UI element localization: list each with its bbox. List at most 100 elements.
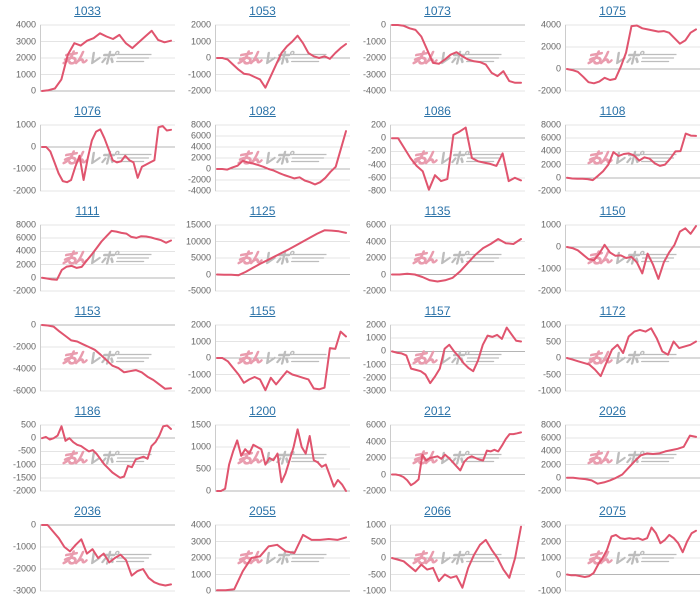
line-series xyxy=(566,132,697,182)
chart-title-link[interactable]: 2055 xyxy=(249,504,276,518)
chart-area: 6000 4000 2000 0 -2000 xyxy=(350,418,525,500)
chart-title-link[interactable]: 1075 xyxy=(599,4,626,18)
chart-title-link[interactable]: 1073 xyxy=(424,4,451,18)
chart-title-row: 1082 xyxy=(175,100,350,118)
y-tick-label: 0 xyxy=(30,519,36,530)
chart-title-link[interactable]: 2066 xyxy=(424,504,451,518)
y-tick-label: 8000 xyxy=(15,219,36,230)
y-tick-label: 2000 xyxy=(365,452,386,463)
y-tick-label: 6000 xyxy=(365,219,386,230)
chart-title-row: 1172 xyxy=(525,300,700,318)
y-tick-label: 1000 xyxy=(540,219,561,230)
y-tick-label: -2000 xyxy=(537,485,561,496)
chart-title-link[interactable]: 1082 xyxy=(249,104,276,118)
y-tick-label: 6000 xyxy=(540,432,561,443)
chart-title-link[interactable]: 1157 xyxy=(424,304,451,318)
chart-title-link[interactable]: 1111 xyxy=(75,204,100,218)
line-series xyxy=(566,526,697,578)
chart-title-link[interactable]: 1086 xyxy=(424,104,451,118)
chart-title-row: 1073 xyxy=(350,0,525,18)
line-series xyxy=(391,326,522,385)
y-tick-label: -1500 xyxy=(12,472,36,483)
y-tick-label: -1000 xyxy=(362,36,386,46)
chart-area: 500 0 -500 -1000 -1500 -2000 xyxy=(0,418,175,500)
chart-title-link[interactable]: 1172 xyxy=(599,304,626,318)
y-tick-label: 0 xyxy=(380,345,386,356)
y-tick-label: -3000 xyxy=(362,69,386,79)
chart-title-link[interactable]: 1108 xyxy=(599,104,626,118)
chart-title-row: 1157 xyxy=(350,300,525,318)
y-axis-labels: 1000 500 0 -500 -1000 xyxy=(350,518,390,600)
y-tick-label: 0 xyxy=(555,241,561,252)
y-tick-label: -1000 xyxy=(187,369,211,379)
chart-title-link[interactable]: 1200 xyxy=(249,404,276,418)
y-tick-label: 1000 xyxy=(190,336,211,346)
chart-title-link[interactable]: 1125 xyxy=(249,204,276,218)
y-tick-label: 0 xyxy=(30,319,36,330)
y-tick-label: 2000 xyxy=(540,459,561,470)
y-axis-labels: 3000 2000 1000 0 -1000 xyxy=(525,518,565,600)
y-tick-label: 1000 xyxy=(190,441,211,452)
line-series xyxy=(41,324,172,390)
line-series xyxy=(391,525,522,589)
chart-plot xyxy=(565,524,700,592)
y-axis-labels: 1000 500 0 -500 -1000 xyxy=(525,318,565,400)
chart-title-link[interactable]: 1153 xyxy=(74,304,101,318)
y-tick-label: -2000 xyxy=(187,385,211,396)
y-tick-label: 2000 xyxy=(190,319,211,330)
y-tick-label: 0 xyxy=(205,269,211,279)
chart-cell: 1086 200 0 -200 -400 -600 -800 xyxy=(350,100,525,200)
chart-area: 8000 6000 4000 2000 0 -2000 xyxy=(525,418,700,500)
chart-title-link[interactable]: 2026 xyxy=(599,404,626,418)
y-tick-label: -1000 xyxy=(362,359,386,370)
y-tick-label: 8000 xyxy=(190,119,211,130)
chart-title-link[interactable]: 1186 xyxy=(74,404,101,418)
y-tick-label: 1500 xyxy=(190,419,211,430)
chart-title-row: 1086 xyxy=(350,100,525,118)
y-tick-label: 500 xyxy=(195,463,211,474)
y-tick-label: 4000 xyxy=(190,519,211,530)
y-tick-label: 2000 xyxy=(540,41,561,52)
chart-title-link[interactable]: 1135 xyxy=(424,204,451,218)
chart-cell: 1172 1000 500 0 -500 -1000 xyxy=(525,300,700,400)
chart-title-link[interactable]: 2012 xyxy=(424,404,451,418)
chart-title-link[interactable]: 1033 xyxy=(74,4,101,18)
chart-title-link[interactable]: 1076 xyxy=(74,104,101,118)
chart-cell: 1076 1000 0 -1000 -2000 xyxy=(0,100,175,200)
y-tick-label: 4000 xyxy=(540,145,561,156)
chart-title-link[interactable]: 1150 xyxy=(599,204,626,218)
minrepo-watermark xyxy=(412,550,502,565)
chart-title-row: 1186 xyxy=(0,400,175,418)
y-tick-label: 4000 xyxy=(365,236,386,246)
y-axis-labels: 1000 0 -1000 -2000 xyxy=(0,118,40,200)
y-tick-label: 0 xyxy=(555,352,561,363)
chart-title-link[interactable]: 1053 xyxy=(249,4,276,18)
y-tick-label: 500 xyxy=(370,536,386,546)
chart-area: 4000 3000 2000 1000 0 xyxy=(0,18,175,100)
y-tick-label: -500 xyxy=(367,569,386,579)
y-tick-label: -2000 xyxy=(12,285,36,296)
y-tick-label: -4000 xyxy=(187,185,211,196)
line-series xyxy=(391,238,522,283)
chart-title-link[interactable]: 2075 xyxy=(599,504,626,518)
y-tick-label: 1000 xyxy=(365,519,386,530)
chart-cell: 1111 8000 6000 4000 2000 0 -2000 xyxy=(0,200,175,300)
y-tick-label: 2000 xyxy=(540,536,561,546)
line-series xyxy=(216,229,347,277)
chart-plot xyxy=(40,524,175,592)
y-tick-label: 200 xyxy=(370,119,386,130)
chart-area: 0 -2000 -4000 -6000 xyxy=(0,318,175,400)
chart-plot xyxy=(390,24,525,92)
y-tick-label: -1000 xyxy=(537,385,561,396)
chart-plot xyxy=(215,224,350,292)
line-series xyxy=(566,434,697,485)
y-tick-label: 0 xyxy=(205,52,211,63)
line-series xyxy=(216,330,347,392)
chart-title-row: 1125 xyxy=(175,200,350,218)
chart-area: 8000 6000 4000 2000 0 -2000 -4000 xyxy=(175,118,350,200)
chart-title-link[interactable]: 2036 xyxy=(74,504,101,518)
y-tick-label: 4000 xyxy=(15,19,36,30)
line-series xyxy=(41,29,172,92)
chart-title-link[interactable]: 1155 xyxy=(249,304,276,318)
minrepo-watermark xyxy=(237,150,327,165)
